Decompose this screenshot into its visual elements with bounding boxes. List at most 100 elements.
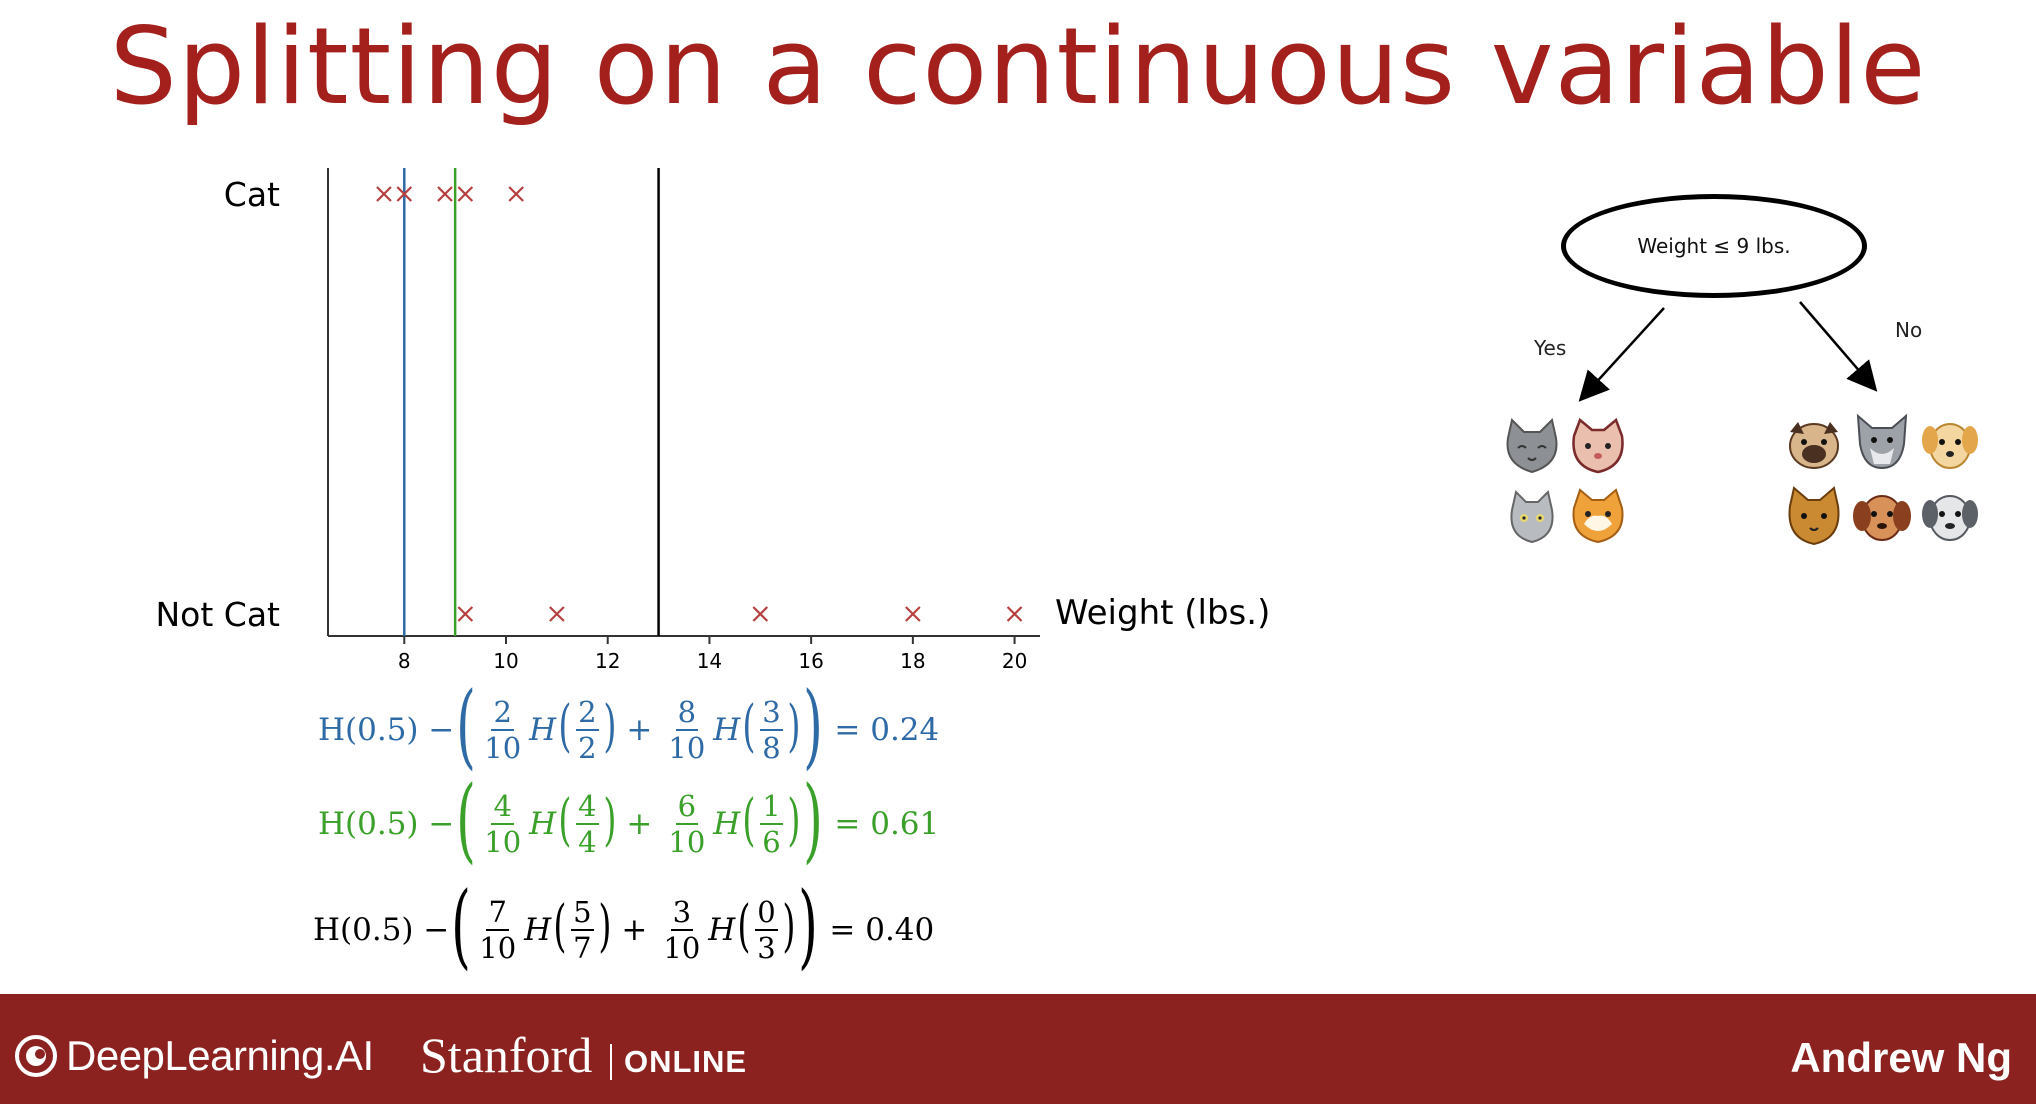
denominator: 10 [668, 731, 706, 765]
decision-tree: Weight ≤ 9 lbs. Yes No [1470, 190, 2030, 570]
x-tick-label: 16 [798, 649, 823, 673]
denominator: 8 [762, 731, 781, 765]
numerator: 4 [576, 790, 599, 825]
not-cat-point-marker [752, 606, 769, 622]
online-label: ONLINE [610, 1044, 747, 1080]
open-paren: ( [558, 788, 572, 853]
y-category-label: Cat [224, 175, 280, 214]
yes-label: Yes [1534, 336, 1567, 360]
close-paren: ) [597, 894, 612, 959]
x-tick-label: 18 [900, 649, 925, 673]
denominator: 2 [578, 731, 597, 765]
numerator: 6 [675, 790, 699, 825]
equation-result: = 0.61 [834, 805, 940, 842]
big-open-paren: ( [451, 872, 472, 979]
open-paren: ( [742, 788, 756, 853]
pink-cat-icon [1572, 417, 1624, 474]
brown-dog-icon [1853, 495, 1911, 541]
numerator: 3 [760, 696, 783, 731]
tree-branches [1578, 301, 1878, 402]
no-label: No [1895, 318, 1923, 342]
author-name: Andrew Ng [1790, 1034, 2012, 1081]
no-branch-arrow [1799, 301, 1878, 392]
entropy-symbol: H [529, 805, 557, 842]
open-paren: ( [737, 894, 751, 959]
not-cat-point-marker [1006, 606, 1023, 622]
denominator: 3 [757, 931, 776, 965]
big-close-paren: ) [802, 672, 823, 779]
gray-dog-icon [1856, 413, 1908, 470]
close-paren: ) [787, 694, 801, 759]
equation-prefix: H(0.5) − [318, 805, 455, 842]
numerator: 8 [675, 696, 699, 731]
footer-bar: DeepLearning.AI Stanford ONLINE Andrew N… [0, 994, 2036, 1104]
close-paren: ) [602, 694, 617, 759]
plus-sign: + [621, 911, 648, 948]
entropy-symbol: H [524, 911, 552, 948]
decision-node: Weight ≤ 9 lbs. [1561, 194, 1867, 298]
denominator: 6 [762, 825, 781, 859]
deeplearning-logo: DeepLearning.AI [14, 1032, 374, 1080]
entropy-symbol: H [529, 711, 557, 748]
slide-title: Splitting on a continuous variable [109, 5, 1927, 128]
denominator: 7 [573, 931, 592, 965]
open-paren: ( [553, 894, 567, 959]
fraction: 7 10 [477, 896, 518, 964]
cat-point-marker [437, 186, 453, 202]
fraction: 2 10 [482, 696, 523, 765]
denominator: 10 [663, 931, 701, 965]
equation-result: = 0.40 [829, 911, 935, 948]
plus-sign: + [626, 711, 653, 748]
big-close-paren: ) [797, 872, 818, 979]
denominator: 10 [484, 731, 522, 765]
fraction: 8 10 [666, 696, 707, 765]
x-axis-label: Weight (lbs.) [1055, 593, 1270, 633]
equation-result: = 0.24 [834, 711, 940, 748]
x-tick-label: 20 [1002, 649, 1027, 673]
open-paren: ( [742, 694, 756, 759]
fraction: 6 10 [666, 790, 707, 859]
close-paren: ) [782, 894, 796, 959]
information-gain-equation: H(0.5) −(2 10 H(2 2) +8 10 H(3 8)) = 0.24 [318, 680, 949, 776]
weight-scatter-chart: Cat Not Cat 8 10 12 14 16 18 20 Weight (lbs.) [155, 168, 1270, 673]
decision-node-label: Weight ≤ 9 lbs. [1637, 234, 1791, 258]
numerator: 2 [576, 696, 599, 731]
numerator: 7 [486, 896, 509, 931]
open-paren: ( [558, 694, 572, 759]
numerator: 1 [760, 790, 783, 825]
entropy-symbol: H [708, 911, 736, 948]
pug-dog-icon [1789, 422, 1839, 469]
close-paren: ) [602, 788, 617, 853]
deeplearning-logo-icon [15, 1035, 57, 1077]
cat-point-marker [508, 186, 524, 202]
big-close-paren: ) [802, 766, 823, 873]
denominator: 10 [668, 825, 706, 859]
information-gain-equation: H(0.5) −(7 10 H(5 7) +3 10 H(0 3)) = 0.40 [313, 880, 944, 976]
numerator: 5 [571, 896, 594, 931]
cat-point-marker [457, 186, 474, 202]
x-tick-label: 10 [493, 649, 518, 673]
big-open-paren: ( [456, 672, 477, 779]
equation-prefix: H(0.5) − [318, 711, 455, 748]
gray-spotted-dog-icon [1922, 495, 1978, 541]
brand-name: DeepLearning.AI [66, 1032, 374, 1079]
cat-point-marker [396, 186, 413, 202]
y-category-label: Not Cat [155, 595, 280, 634]
orange-cat-icon [1788, 486, 1840, 546]
stanford-wordmark: Stanford [420, 1027, 593, 1083]
close-paren: ) [787, 788, 801, 853]
numerator: 2 [491, 696, 514, 731]
plus-sign: + [626, 805, 653, 842]
not-cat-point-marker [549, 606, 565, 622]
entropy-symbol: H [713, 711, 741, 748]
golden-dog-icon [1922, 423, 1978, 469]
orange-cat-icon [1572, 488, 1624, 544]
small-gray-cat-icon [1510, 490, 1554, 544]
numerator: 3 [670, 896, 694, 931]
